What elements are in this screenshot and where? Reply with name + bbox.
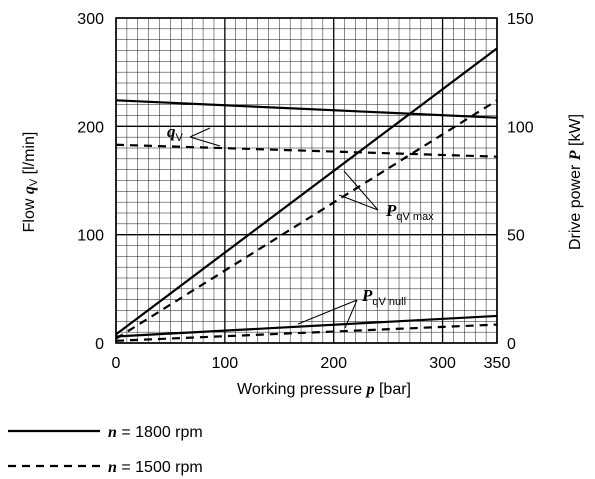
legend-label-1500: n = 1500 rpm [108,459,203,476]
y-left-tick-label: 300 [77,11,104,28]
y-left-tick-label: 200 [77,119,104,136]
annotation-leader [344,299,358,329]
y-right-tick-label: 0 [507,336,516,353]
series-line-4 [115,314,498,338]
x-tick-label: 300 [429,355,456,372]
annotation-pnull: PqV null [361,286,406,308]
annotation-qv: qV [167,122,184,144]
series-line-5 [115,323,498,342]
x-tick-label: 200 [320,355,347,372]
right-axis-label: Drive power P [kW] [567,114,584,250]
x-tick-label: 350 [484,355,511,372]
annotation-leader [338,194,379,211]
x-tick-label: 0 [112,355,121,372]
legend: n = 1800 rpm n = 1500 rpm [8,424,203,476]
annotation-leader [297,299,358,325]
annotations: qV PqV max PqV null [167,122,434,329]
grid [115,17,498,344]
annotation-leader [189,127,211,138]
annotation-leader [189,136,221,147]
series-line-1 [115,143,498,158]
series-group [115,47,498,342]
y-left-tick-label: 0 [95,336,104,353]
y-right-tick-label: 150 [507,11,534,28]
annotation-leader [343,170,379,211]
series-line-3 [115,99,498,340]
series-line-2 [115,47,498,336]
tick-labels: 0 100 200 300 350 0 100 200 300 0 50 100 150 [77,11,534,372]
y-right-tick-label: 100 [507,119,534,136]
series-line-0 [115,99,498,119]
y-right-tick-label: 50 [507,228,525,245]
plot-frame [115,17,498,344]
annotation-pmax: PqV max [385,201,434,223]
y-left-tick-label: 100 [77,228,104,245]
x-tick-label: 100 [212,355,239,372]
x-axis-label: Working pressure p [bar] [237,381,411,398]
left-axis-label: Flow qV [l/min] [21,132,40,233]
legend-label-1800: n = 1800 rpm [108,424,203,441]
